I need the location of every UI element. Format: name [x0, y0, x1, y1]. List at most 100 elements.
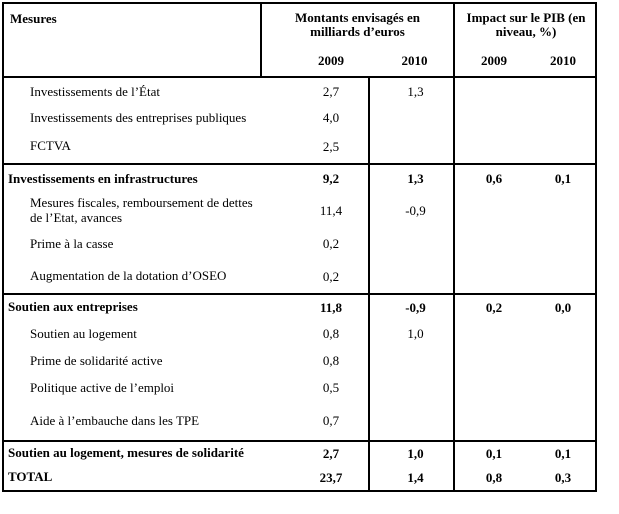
table-row: Prime à la casse 0,2 [4, 228, 595, 260]
table-row: Mesures fiscales, remboursement de dette… [4, 193, 595, 228]
measure-label: Prime de solidarité active [30, 352, 163, 368]
table-row: Aide à l’embauche dans les TPE 0,7 [4, 402, 595, 440]
impact-2009-cell: 0,2 [453, 295, 525, 320]
amounts-year-2010-header: 2010 [401, 53, 428, 68]
impact-2009-cell [453, 228, 525, 260]
amount-2009-cell: 4,0 [322, 110, 340, 125]
impact-header-line2: niveau, %) [495, 24, 557, 40]
measure-label: Investissements en infrastructures [8, 170, 198, 186]
impact-column-header: Impact sur le PIB (en niveau, %) [453, 4, 597, 46]
impact-2010-cell [525, 402, 597, 440]
impact-year-2010-header: 2010 [550, 53, 576, 68]
impact-2010-cell: 0,3 [554, 469, 572, 485]
amount-2010-cell: -0,9 [368, 193, 453, 228]
measure-label-cell: Augmentation de la dotation d’OSEO [4, 260, 262, 293]
measure-label-cell: Investissements des entreprises publique… [4, 106, 262, 130]
amount-2009-cell: 2,5 [322, 138, 340, 154]
impact-2010-cell: 0,0 [554, 299, 572, 315]
amount-2009-cell: 11,8 [319, 299, 343, 315]
impact-2009-cell [453, 130, 525, 163]
measure-label-cell: Investissements en infrastructures [4, 165, 262, 193]
table-row: FCTVA 2,5 [4, 130, 595, 163]
table-row-subtotal: TOTAL 23,7 1,4 0,8 0,3 [4, 465, 595, 490]
measure-label: Augmentation de la dotation d’OSEO [30, 268, 227, 284]
table-row-subtotal: Soutien au logement, mesures de solidari… [4, 440, 595, 465]
impact-2010-cell [525, 320, 597, 348]
measure-label-cell: Soutien au logement [4, 320, 262, 348]
amounts-header-line1: Montants envisagés en [295, 10, 420, 25]
measure-label-cell: Mesures fiscales, remboursement de dette… [4, 193, 262, 228]
measure-label: Investissements de l’État [30, 83, 160, 99]
amount-2010-cell: -0,9 [368, 295, 453, 320]
impact-2009-cell: 0,1 [453, 442, 525, 465]
measure-label-cell: Aide à l’embauche dans les TPE [4, 402, 262, 440]
impact-2010-cell [525, 130, 597, 163]
impact-2009-cell [453, 193, 525, 228]
amount-2009-cell: 0,8 [322, 353, 340, 368]
amount-2009-cell: 0,2 [322, 268, 340, 284]
amount-2010-cell [368, 106, 453, 130]
impact-2009-cell: 0,6 [453, 165, 525, 193]
impact-2010-cell [525, 260, 597, 293]
impact-2009-cell [453, 402, 525, 440]
amount-2010-cell [368, 130, 453, 163]
amount-2010-cell: 1,3 [368, 165, 453, 193]
impact-2010-cell [525, 106, 597, 130]
table-row: Investissements des entreprises publique… [4, 106, 595, 130]
impact-2009-cell [453, 260, 525, 293]
measure-label-cell: TOTAL [4, 465, 262, 490]
impact-2010-cell [525, 228, 597, 260]
amount-2010-cell: 1,3 [368, 78, 453, 106]
amount-2009-cell: 0,7 [322, 413, 340, 428]
impact-2010-cell: 0,1 [554, 171, 572, 186]
amounts-year-2009-header: 2009 [318, 53, 344, 68]
impact-2009-cell [453, 374, 525, 402]
table-row-subtotal: Investissements en infrastructures 9,2 1,3… [4, 163, 595, 193]
measure-label: Prime à la casse [30, 235, 114, 251]
measure-label-cell: Soutien au logement, mesures de solidari… [4, 442, 262, 465]
amount-2009-cell: 2,7 [322, 84, 340, 99]
impact-2009-cell [453, 78, 525, 106]
measure-label: Soutien au logement, mesures de solidari… [8, 445, 244, 461]
table-row-subtotal: Soutien aux entreprises 11,8 -0,9 0,2 0,0 [4, 293, 595, 320]
amount-2010-cell [368, 402, 453, 440]
measure-label: Soutien au logement [30, 325, 137, 341]
impact-2009-cell [453, 320, 525, 348]
impact-2009-cell [453, 348, 525, 374]
amount-2010-cell: 1,0 [368, 442, 453, 465]
impact-2010-cell [525, 78, 597, 106]
amount-2010-cell [368, 260, 453, 293]
amount-2009-cell: 0,2 [322, 236, 340, 251]
impact-2009-cell: 0,8 [453, 465, 525, 490]
impact-2010-cell [525, 374, 597, 402]
measure-label: Mesures fiscales, remboursement de dette… [30, 195, 253, 225]
measure-label-cell: Prime de solidarité active [4, 348, 262, 374]
measure-label-cell: FCTVA [4, 130, 262, 163]
measure-label: Aide à l’embauche dans les TPE [30, 412, 200, 428]
amount-2010-cell: 1,4 [368, 465, 453, 490]
amounts-header-line2: milliards d’euros [310, 24, 405, 40]
impact-year-2009-header: 2009 [453, 46, 525, 76]
measure-label: Politique active de l’emploi [30, 379, 175, 395]
impact-2010-cell [525, 348, 597, 374]
table-row: Augmentation de la dotation d’OSEO 0,2 [4, 260, 595, 293]
table-row: Prime de solidarité active 0,8 [4, 348, 595, 374]
amount-2009-cell: 0,8 [322, 326, 340, 341]
amount-2009-cell: 9,2 [322, 171, 340, 186]
table-row: Investissements de l’État 2,7 1,3 [4, 78, 595, 106]
amount-2009-cell: 0,5 [322, 380, 340, 395]
measure-label: TOTAL [8, 469, 53, 485]
amount-2009-cell: 2,7 [322, 445, 340, 461]
amount-2010-cell: 1,0 [368, 320, 453, 348]
measure-label: FCTVA [30, 138, 71, 154]
amount-2010-cell [368, 348, 453, 374]
measure-label-cell: Politique active de l’emploi [4, 374, 262, 402]
table-body: Investissements de l’État 2,7 1,3 Investiss… [4, 78, 595, 490]
impact-2009-cell [453, 106, 525, 130]
measure-label-cell: Soutien aux entreprises [4, 295, 262, 320]
amount-2010-cell [368, 228, 453, 260]
amount-2009-cell: 23,7 [319, 469, 343, 485]
measure-label-cell: Prime à la casse [4, 228, 262, 260]
impact-header-line1: Impact sur le PIB (en [466, 10, 586, 25]
table-row: Soutien au logement 0,8 1,0 [4, 320, 595, 348]
